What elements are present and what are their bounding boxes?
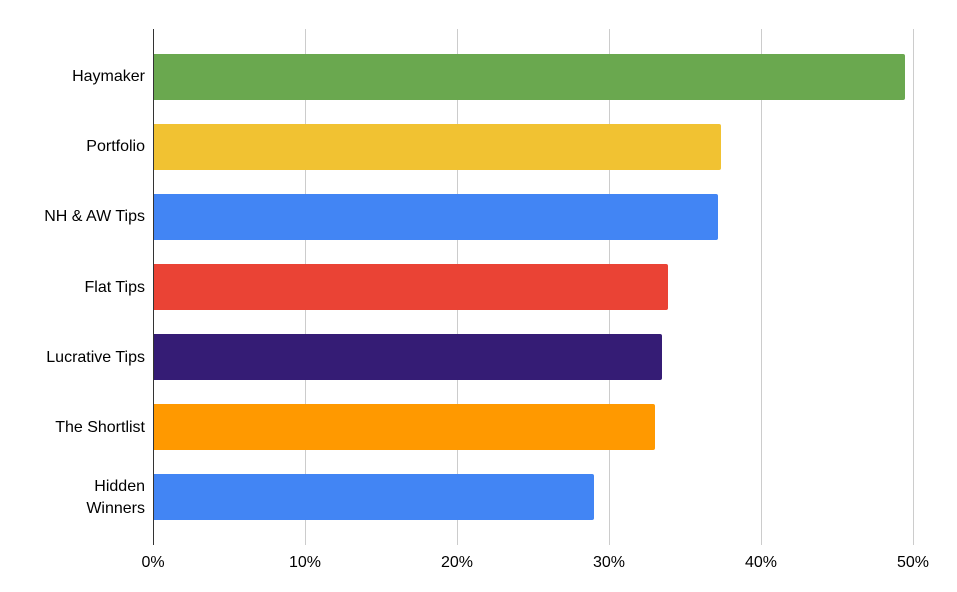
bar-the-shortlist [154, 404, 655, 450]
x-tick-label: 40% [744, 554, 778, 571]
gridline-40 [761, 29, 762, 545]
bar-haymaker [154, 54, 905, 100]
x-tick-label: 30% [592, 554, 626, 571]
bar-lucrative-tips [154, 334, 662, 380]
y-axis-line [153, 29, 154, 545]
category-label: Lucrative Tips [46, 349, 145, 366]
category-label: Portfolio [86, 138, 145, 155]
bar-portfolio [154, 124, 721, 170]
bar-hidden-winners [154, 474, 594, 520]
bar-nh-aw-tips [154, 194, 718, 240]
category-label: Hidden Winners [86, 478, 145, 517]
x-tick-label: 10% [288, 554, 322, 571]
x-tick-label: 50% [896, 554, 930, 571]
category-label: NH & AW Tips [44, 208, 145, 225]
category-label: The Shortlist [55, 419, 145, 436]
x-tick-label: 0% [141, 554, 165, 571]
category-label: Haymaker [72, 68, 145, 85]
gridline-50 [913, 29, 914, 545]
category-label: Flat Tips [84, 279, 145, 296]
x-tick-label: 20% [440, 554, 474, 571]
bar-flat-tips [154, 264, 668, 310]
